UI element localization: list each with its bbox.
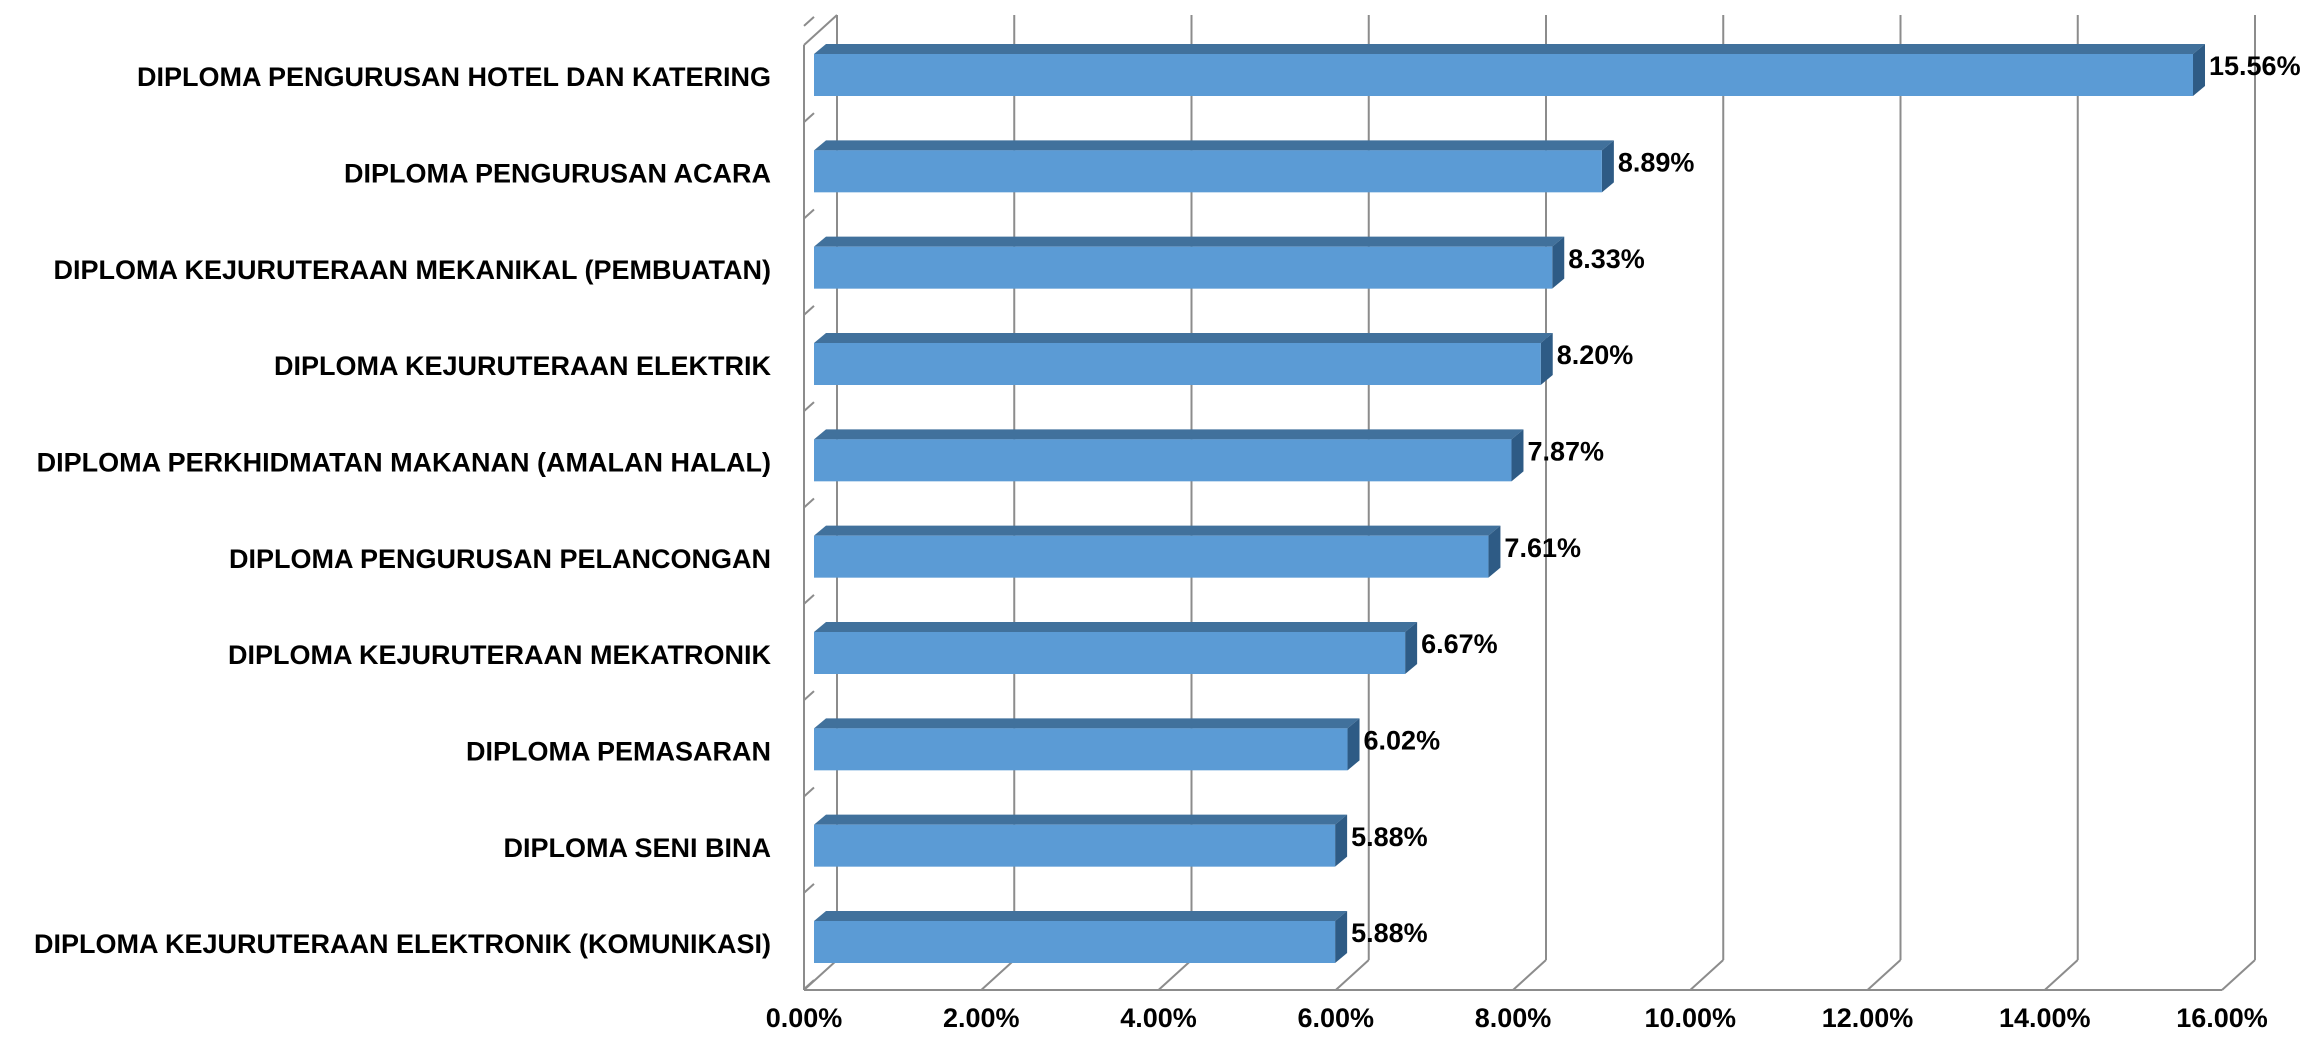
bar-front bbox=[814, 632, 1406, 674]
bar-top bbox=[814, 44, 2206, 54]
category-label: DIPLOMA KEJURUTERAAN MEKANIKAL (PEMBUATA… bbox=[54, 255, 771, 285]
bar-front bbox=[814, 150, 1602, 193]
wall-tick bbox=[803, 786, 815, 798]
bar-side bbox=[1601, 140, 1614, 193]
bar-top bbox=[814, 333, 1553, 343]
x-tick-label: 14.00% bbox=[1999, 1003, 2091, 1033]
wall-tick bbox=[803, 883, 815, 894]
value-label: 6.67% bbox=[1421, 629, 1498, 659]
bar bbox=[814, 333, 1553, 385]
bar bbox=[814, 622, 1418, 674]
bar-side bbox=[1335, 911, 1348, 963]
value-label: 8.20% bbox=[1557, 340, 1634, 370]
bar-side bbox=[1540, 333, 1553, 385]
x-tick-label: 0.00% bbox=[766, 1003, 843, 1033]
bar bbox=[814, 525, 1501, 578]
bar-front bbox=[814, 343, 1541, 385]
bar-side bbox=[1488, 525, 1501, 578]
grid-floor bbox=[1335, 959, 1370, 991]
wall-tick bbox=[803, 690, 815, 701]
bar-top bbox=[814, 525, 1501, 536]
x-tick-label: 6.00% bbox=[1297, 1003, 1374, 1033]
bar-top bbox=[814, 718, 1360, 729]
bar-top bbox=[814, 814, 1348, 825]
value-label: 8.33% bbox=[1568, 244, 1645, 274]
bar-side bbox=[1335, 814, 1348, 867]
bar-front bbox=[814, 728, 1348, 771]
category-label: DIPLOMA KEJURUTERAAN ELEKTRIK bbox=[274, 351, 772, 381]
bar bbox=[814, 429, 1524, 482]
value-label: 15.56% bbox=[2209, 51, 2301, 81]
grid-floor bbox=[980, 959, 1015, 991]
wall-tick bbox=[803, 112, 815, 123]
x-tick-label: 8.00% bbox=[1475, 1003, 1552, 1033]
grid-floor bbox=[1157, 959, 1193, 991]
wall-tick bbox=[803, 594, 815, 605]
category-label: DIPLOMA PEMASARAN bbox=[466, 736, 771, 766]
value-label: 6.02% bbox=[1364, 725, 1441, 755]
grid-floor bbox=[2221, 959, 2256, 991]
left-wall-top bbox=[803, 14, 838, 46]
category-label: DIPLOMA PENGURUSAN PELANCONGAN bbox=[229, 544, 771, 574]
bar-top bbox=[814, 429, 1524, 440]
wall-tick bbox=[803, 16, 815, 27]
bar-side bbox=[1347, 718, 1360, 771]
bar-side bbox=[2193, 44, 2206, 96]
bar-side bbox=[1405, 622, 1418, 674]
x-tick-label: 16.00% bbox=[2176, 1003, 2268, 1033]
bar-front bbox=[814, 54, 2194, 96]
bar-top bbox=[814, 911, 1348, 921]
grid-floor bbox=[1689, 959, 1724, 991]
wall-tick bbox=[803, 401, 815, 412]
value-label: 7.61% bbox=[1504, 533, 1581, 563]
wall-tick bbox=[803, 305, 815, 316]
category-label: DIPLOMA PENGURUSAN HOTEL DAN KATERING bbox=[137, 62, 771, 92]
category-label: DIPLOMA PENGURUSAN ACARA bbox=[344, 158, 771, 188]
bar bbox=[814, 236, 1565, 289]
category-label: DIPLOMA KEJURUTERAAN ELEKTRONIK (KOMUNIK… bbox=[34, 929, 771, 959]
bar-front bbox=[814, 246, 1553, 289]
bar bbox=[814, 911, 1348, 963]
bar-front bbox=[814, 535, 1489, 578]
bar bbox=[814, 814, 1348, 867]
x-tick-label: 12.00% bbox=[1822, 1003, 1914, 1033]
wall-tick bbox=[803, 497, 815, 509]
bar bbox=[814, 44, 2206, 96]
value-label: 5.88% bbox=[1351, 918, 1428, 948]
bar bbox=[814, 718, 1360, 771]
bar-side bbox=[1511, 429, 1524, 482]
category-label: DIPLOMA SENI BINA bbox=[503, 833, 771, 863]
bar-front bbox=[814, 824, 1336, 867]
category-label: DIPLOMA PERKHIDMATAN MAKANAN (AMALAN HAL… bbox=[37, 447, 771, 477]
wall-tick bbox=[803, 979, 815, 990]
grid-floor bbox=[1866, 959, 1902, 991]
x-tick-label: 2.00% bbox=[943, 1003, 1020, 1033]
bar-front bbox=[814, 921, 1336, 963]
value-label: 8.89% bbox=[1618, 147, 1695, 177]
bar-side bbox=[1552, 236, 1565, 289]
wall-tick bbox=[803, 208, 815, 220]
bar bbox=[814, 140, 1614, 193]
bar-top bbox=[814, 622, 1418, 632]
x-tick-label: 4.00% bbox=[1120, 1003, 1197, 1033]
grid-floor bbox=[2044, 959, 2079, 991]
grid-floor bbox=[1512, 959, 1547, 991]
x-tick-label: 10.00% bbox=[1644, 1003, 1736, 1033]
bar-front bbox=[814, 439, 1512, 482]
value-label: 7.87% bbox=[1527, 436, 1604, 466]
value-label: 5.88% bbox=[1351, 822, 1428, 852]
bar-top bbox=[814, 140, 1614, 151]
bar-top bbox=[814, 236, 1565, 247]
category-label: DIPLOMA KEJURUTERAAN MEKATRONIK bbox=[228, 640, 771, 670]
